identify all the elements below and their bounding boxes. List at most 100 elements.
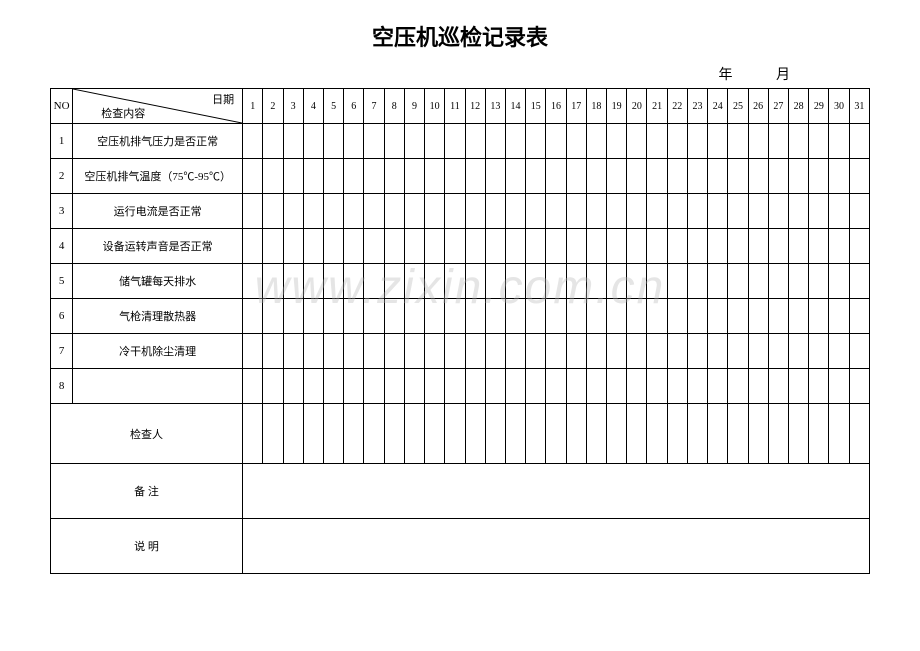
explanation-label: 说 明 [51,519,243,574]
data-cell [243,159,263,194]
data-cell [384,299,404,334]
data-cell [728,369,748,404]
data-cell [384,369,404,404]
data-cell [404,194,424,229]
data-cell [728,334,748,369]
date-label: 日期 [212,91,234,107]
data-cell [647,299,667,334]
data-cell [667,404,687,464]
data-cell [768,229,788,264]
data-cell [384,264,404,299]
day-header: 28 [789,89,809,124]
data-cell [708,124,728,159]
table-row: 8 [51,369,870,404]
row-no: 4 [51,229,73,264]
data-cell [526,264,546,299]
data-cell [789,404,809,464]
data-cell [425,369,445,404]
data-cell [627,124,647,159]
data-cell [546,299,566,334]
day-header: 8 [384,89,404,124]
data-cell [465,334,485,369]
data-cell [485,124,505,159]
data-cell [526,159,546,194]
data-cell [809,334,829,369]
data-cell [768,194,788,229]
data-cell [263,194,283,229]
data-cell [586,404,606,464]
data-cell [586,299,606,334]
data-cell [748,159,768,194]
data-cell [526,404,546,464]
data-cell [404,229,424,264]
data-cell [849,369,869,404]
data-cell [364,159,384,194]
data-cell [607,369,627,404]
data-cell [465,124,485,159]
data-cell [687,194,707,229]
data-cell [809,194,829,229]
data-cell [728,194,748,229]
data-cell [829,159,849,194]
data-cell [809,369,829,404]
data-cell [546,124,566,159]
data-cell [748,404,768,464]
data-cell [768,299,788,334]
data-cell [849,159,869,194]
day-header: 5 [323,89,343,124]
data-cell [566,299,586,334]
data-cell [586,264,606,299]
data-cell [526,299,546,334]
data-cell [546,194,566,229]
day-header: 18 [586,89,606,124]
data-cell [263,159,283,194]
data-cell [849,334,869,369]
data-cell [667,299,687,334]
desc-text: 气枪清理散热器 [119,311,196,323]
data-cell [505,229,525,264]
data-cell [768,264,788,299]
day-header: 11 [445,89,465,124]
data-cell [748,369,768,404]
data-cell [768,334,788,369]
data-cell [546,264,566,299]
data-cell [546,159,566,194]
data-cell [728,229,748,264]
row-no: 1 [51,124,73,159]
data-cell [243,404,263,464]
desc-text: 设备运转声音是否正常 [103,241,213,253]
data-cell [323,194,343,229]
day-header: 13 [485,89,505,124]
data-cell [647,404,667,464]
day-header: 9 [404,89,424,124]
table-row: 5储气罐每天排水 [51,264,870,299]
data-cell [323,159,343,194]
data-cell [829,404,849,464]
data-cell [546,334,566,369]
table-row: 7冷干机除尘清理 [51,334,870,369]
explanation-cell [243,519,870,574]
data-cell [283,369,303,404]
day-header: 20 [627,89,647,124]
data-cell [566,194,586,229]
data-cell [526,334,546,369]
data-cell [303,124,323,159]
data-cell [566,334,586,369]
data-cell [627,194,647,229]
data-cell [283,194,303,229]
data-cell [728,124,748,159]
data-cell [465,229,485,264]
data-cell [323,264,343,299]
data-cell [809,404,829,464]
data-cell [728,264,748,299]
data-cell [364,404,384,464]
data-cell [344,229,364,264]
data-cell [243,264,263,299]
data-cell [748,264,768,299]
data-cell [404,299,424,334]
data-cell [263,229,283,264]
data-cell [667,159,687,194]
data-cell [647,369,667,404]
day-header: 30 [829,89,849,124]
data-cell [344,124,364,159]
